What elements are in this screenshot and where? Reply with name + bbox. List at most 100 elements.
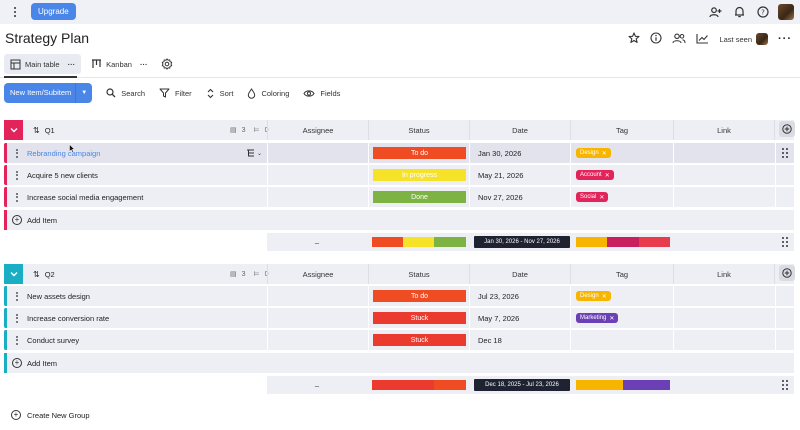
column-header-assignee[interactable]: Assignee: [267, 120, 368, 140]
info-icon[interactable]: [650, 32, 663, 46]
status-cell[interactable]: Stuck: [373, 334, 466, 346]
tag-label: Design: [580, 293, 599, 299]
drag-handle-icon[interactable]: [14, 147, 20, 159]
view-settings-button[interactable]: [155, 54, 179, 74]
drag-handle-icon[interactable]: [14, 290, 20, 302]
item-name[interactable]: Increase social media engagement: [27, 192, 144, 202]
group-collapse-toggle[interactable]: [4, 120, 23, 140]
column-header-status[interactable]: Status: [368, 264, 469, 284]
date-cell[interactable]: Dec 18: [478, 335, 502, 345]
cell-divider: [267, 286, 268, 306]
group-name[interactable]: Q2: [44, 269, 55, 279]
new-item-button[interactable]: New Item/Subitem ▼: [4, 83, 93, 103]
date-cell[interactable]: May 21, 2026: [478, 170, 524, 180]
add-item-row[interactable]: + Add Item: [4, 210, 794, 230]
drag-handle-icon[interactable]: [14, 334, 20, 346]
item-name[interactable]: Conduct survey: [27, 335, 80, 345]
column-header-assignee[interactable]: Assignee: [267, 264, 368, 284]
item-name[interactable]: Increase conversion rate: [27, 313, 110, 323]
date-cell[interactable]: May 7, 2026: [478, 313, 520, 323]
group-name[interactable]: Q1: [44, 125, 55, 135]
column-header-tag[interactable]: Tag: [570, 264, 673, 284]
table-row[interactable]: New assets design To do Jul 23, 2026 Des…: [4, 286, 794, 306]
more-options-icon[interactable]: ···: [778, 33, 792, 45]
table-row[interactable]: Acquire 5 new clients In progress May 21…: [4, 165, 794, 185]
row-group-color: [4, 143, 7, 163]
bell-icon[interactable]: [730, 3, 748, 21]
add-column-button[interactable]: [779, 121, 795, 137]
status-cell[interactable]: To do: [373, 147, 466, 159]
column-header-status[interactable]: Status: [368, 120, 469, 140]
app-menu-icon[interactable]: [10, 5, 20, 19]
group-collapse-toggle[interactable]: [4, 264, 23, 284]
add-column-button[interactable]: [779, 265, 795, 281]
tab-kanban[interactable]: Kanban ···: [85, 54, 153, 74]
fields-button[interactable]: Fields: [303, 89, 340, 98]
activity-chart-icon[interactable]: [696, 33, 709, 46]
status-cell[interactable]: In progress: [373, 169, 466, 181]
column-header-link[interactable]: Link: [673, 120, 775, 140]
tag-chip[interactable]: Design ✕: [576, 291, 611, 301]
column-header-link[interactable]: Link: [673, 264, 775, 284]
table-row[interactable]: Increase social media engagement Done No…: [4, 187, 794, 207]
add-user-icon[interactable]: [706, 3, 724, 21]
table-row[interactable]: Conduct survey Stuck Dec 18: [4, 330, 794, 350]
filter-button[interactable]: Filter: [159, 88, 192, 98]
date-cell[interactable]: Nov 27, 2026: [478, 192, 523, 202]
group-summary-row: – Dec 18, 2025 - Jul 23, 2026: [4, 376, 794, 394]
item-name[interactable]: Acquire 5 new clients: [27, 170, 98, 180]
table-row[interactable]: Rebranding campaign ⌄ To do Jan 30, 2026…: [4, 143, 794, 163]
date-cell[interactable]: Jan 30, 2026: [478, 148, 522, 158]
tab-kanban-menu-icon[interactable]: ···: [139, 59, 148, 69]
column-header-date[interactable]: Date: [469, 120, 570, 140]
table-row[interactable]: Increase conversion rate Stuck May 7, 20…: [4, 308, 794, 328]
item-name[interactable]: New assets design: [27, 291, 90, 301]
new-item-dropdown-icon[interactable]: ▼: [75, 83, 92, 103]
help-icon[interactable]: ?: [754, 3, 772, 21]
item-name[interactable]: Rebranding campaign: [27, 148, 101, 158]
status-cell[interactable]: Stuck: [373, 312, 466, 324]
coloring-button[interactable]: Coloring: [247, 87, 289, 99]
column-header-date[interactable]: Date: [469, 264, 570, 284]
status-cell[interactable]: Done: [373, 191, 466, 203]
tag-chip[interactable]: Design ✕: [576, 148, 611, 158]
date-cell[interactable]: Jul 23, 2026: [478, 291, 519, 301]
summary-menu-icon[interactable]: [781, 236, 789, 248]
tab-main-table-menu-icon[interactable]: ···: [67, 59, 76, 69]
fields-label: Fields: [320, 88, 341, 98]
drag-handle-icon[interactable]: [14, 312, 20, 324]
column-header-tag[interactable]: Tag: [570, 120, 673, 140]
subitems-toggle-icon[interactable]: ⌄: [246, 143, 262, 163]
items-count: 3: [241, 126, 246, 134]
tag-remove-icon[interactable]: ✕: [604, 172, 610, 179]
add-item-row[interactable]: + Add Item: [4, 353, 794, 373]
plus-circle-icon: [782, 268, 792, 278]
tab-main-table[interactable]: Main table ···: [4, 54, 82, 74]
upgrade-button[interactable]: Upgrade: [31, 3, 76, 20]
tag-chip[interactable]: Account ✕: [576, 170, 614, 180]
tag-remove-icon[interactable]: ✕: [599, 194, 605, 201]
cell-divider: [570, 165, 571, 185]
tag-remove-icon[interactable]: ✕: [601, 150, 607, 157]
search-button[interactable]: Search: [106, 88, 145, 98]
last-seen-indicator[interactable]: Last seen: [719, 33, 768, 45]
sort-arrows-icon[interactable]: ⇅: [33, 125, 40, 135]
drag-handle-icon[interactable]: [14, 169, 20, 181]
tag-chip[interactable]: Social ✕: [576, 192, 609, 202]
sort-button[interactable]: Sort: [206, 88, 233, 99]
cell-divider: [570, 308, 571, 328]
create-new-group-button[interactable]: + Create New Group: [11, 410, 90, 420]
tag-remove-icon[interactable]: ✕: [601, 293, 607, 300]
star-icon[interactable]: [628, 32, 641, 46]
drag-handle-icon[interactable]: [14, 191, 20, 203]
status-cell[interactable]: To do: [373, 290, 466, 302]
members-icon[interactable]: [672, 33, 686, 46]
tag-chip[interactable]: Marketing ✕: [576, 313, 619, 323]
sort-arrows-icon[interactable]: ⇅: [33, 269, 40, 279]
summary-menu-icon[interactable]: [781, 379, 789, 391]
row-menu-icon[interactable]: [781, 147, 789, 159]
search-label: Search: [121, 88, 145, 98]
cell-divider: [775, 187, 776, 207]
user-avatar[interactable]: [778, 4, 794, 20]
tag-remove-icon[interactable]: ✕: [609, 315, 615, 322]
